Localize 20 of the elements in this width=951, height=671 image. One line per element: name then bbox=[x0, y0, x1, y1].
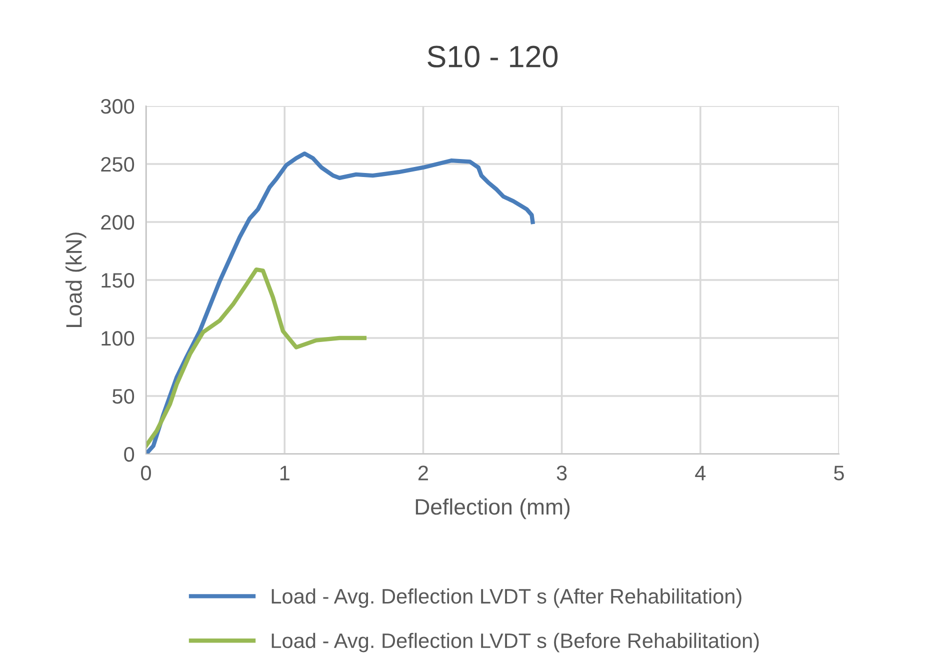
y-axis-title: Load (kN) bbox=[66, 232, 86, 327]
x-axis-title: Deflection (mm) bbox=[416, 498, 570, 520]
x-tick-label: 0 bbox=[141, 466, 151, 480]
y-tick-label: 300 bbox=[100, 99, 134, 114]
line-series bbox=[146, 267, 367, 448]
y-tick-label: 0 bbox=[124, 447, 134, 462]
legend-label: Load - Avg. Deflection LVDT s (After Rehabilitation) bbox=[272, 588, 742, 608]
line-series bbox=[146, 151, 535, 454]
y-tick-label: 150 bbox=[102, 273, 134, 288]
legend-label: Load - Avg. Deflection LVDT s (Before Rehabilitation) bbox=[272, 632, 759, 652]
x-tick-label: 4 bbox=[695, 466, 706, 480]
x-tick-label: 5 bbox=[834, 466, 844, 480]
y-tick-label: 200 bbox=[101, 215, 134, 230]
chart-title: S10 - 120 bbox=[428, 46, 558, 68]
x-tick-label: 1 bbox=[280, 466, 290, 480]
y-tick-label: 50 bbox=[112, 389, 134, 404]
x-tick-label: 2 bbox=[418, 466, 428, 480]
y-tick-label: 250 bbox=[101, 157, 134, 172]
x-tick-label: 3 bbox=[556, 466, 567, 480]
y-tick-label: 100 bbox=[102, 331, 134, 346]
